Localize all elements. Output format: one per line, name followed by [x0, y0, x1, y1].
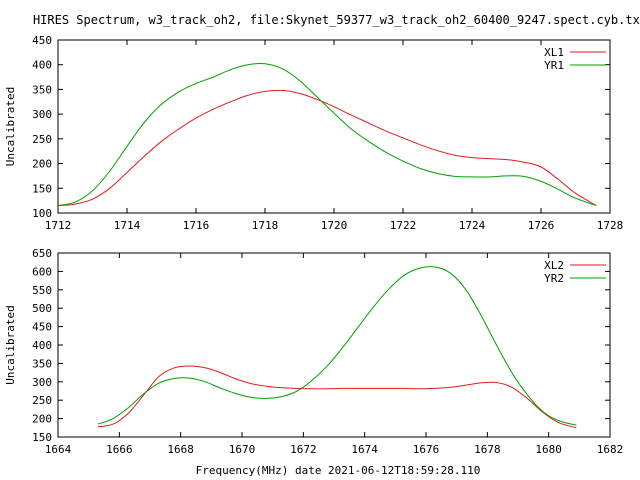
bottom-series-xl2-line: [97, 365, 577, 429]
top-legend-label-xl1: XL1: [544, 46, 564, 59]
top-y-tick-label: 300: [32, 108, 52, 121]
bottom-x-tick-label: 1668: [167, 443, 194, 456]
bottom-y-tick-label: 450: [32, 321, 52, 334]
top-y-tick-label: 200: [32, 158, 52, 171]
bottom-y-tick-label: 550: [32, 284, 52, 297]
top-x-tick-label: 1712: [45, 219, 72, 232]
bottom-plot-frame: [57, 252, 611, 438]
top-series-yr1-line: [57, 62, 597, 207]
bottom-spectrum-panel: 1664 1666 1668 1670 1672 1674 1676 1678 1680 1682…: [4, 247, 623, 456]
bottom-series-yr2-line: [97, 266, 577, 426]
top-y-axis-label: Uncalibrated: [4, 87, 17, 166]
bottom-y-tick-label: 600: [32, 265, 52, 278]
top-y-tick-label: 450: [32, 34, 52, 47]
top-y-tick-label: 150: [32, 182, 52, 195]
bottom-legend-label-xl2: XL2: [544, 259, 564, 272]
top-x-tick-label: 1714: [114, 219, 141, 232]
bottom-y-tick-label: 500: [32, 302, 52, 315]
top-x-tick-label: 1728: [597, 219, 624, 232]
bottom-legend-label-yr2: YR2: [544, 272, 564, 285]
top-y-tick-label: 350: [32, 83, 52, 96]
figure-title: HIRES Spectrum, w3_track_oh2, file:Skyne…: [33, 13, 640, 27]
top-x-tick-label: 1720: [321, 219, 348, 232]
bottom-x-tick-label: 1682: [597, 443, 624, 456]
bottom-y-tick-label: 350: [32, 357, 52, 370]
bottom-y-tick-label: 250: [32, 394, 52, 407]
bottom-y-axis-label: Uncalibrated: [4, 305, 17, 384]
bottom-x-tick-label: 1676: [413, 443, 440, 456]
top-spectrum-panel: 1712 1714 1716 1718 1720 1722 1724 1726 1728 100 1…: [4, 34, 623, 232]
bottom-y-tick-label: 150: [32, 431, 52, 444]
bottom-x-tick-label: 1672: [290, 443, 317, 456]
top-x-tick-label: 1716: [183, 219, 210, 232]
bottom-x-tick-label: 1680: [535, 443, 562, 456]
top-y-tick-label: 250: [32, 133, 52, 146]
bottom-x-tick-label: 1664: [45, 443, 72, 456]
top-series-xl1-line: [57, 89, 597, 207]
bottom-y-tick-label: 200: [32, 413, 52, 426]
bottom-x-axis-label: Frequency(MHz) date 2021-06-12T18:59:28.…: [196, 464, 481, 477]
top-x-tick-label: 1718: [252, 219, 279, 232]
bottom-y-tick-label: 300: [32, 376, 52, 389]
top-x-tick-label: 1724: [459, 219, 486, 232]
top-x-tick-label: 1722: [390, 219, 417, 232]
top-x-tick-label: 1726: [528, 219, 555, 232]
bottom-x-tick-label: 1674: [351, 443, 378, 456]
top-y-tick-label: 400: [32, 59, 52, 72]
bottom-x-tick-label: 1670: [229, 443, 256, 456]
top-y-tick-label: 100: [32, 207, 52, 220]
bottom-x-tick-label: 1678: [474, 443, 501, 456]
top-legend-label-yr1: YR1: [544, 59, 564, 72]
bottom-y-tick-label: 650: [32, 247, 52, 260]
bottom-x-tick-label: 1666: [106, 443, 133, 456]
bottom-y-tick-label: 400: [32, 339, 52, 352]
